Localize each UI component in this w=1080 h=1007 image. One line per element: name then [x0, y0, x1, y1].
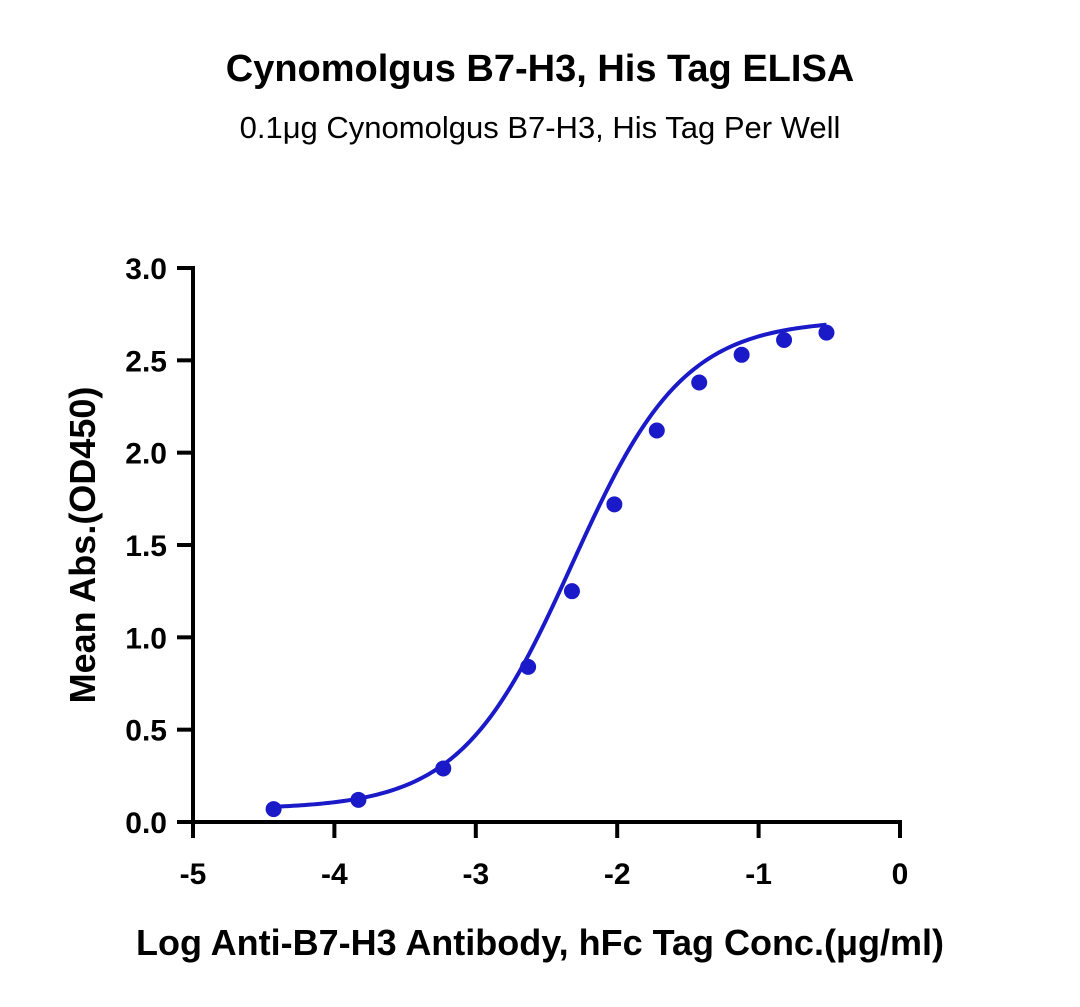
- y-axis-title: Mean Abs.(OD450): [62, 387, 103, 704]
- y-tick-label: 1.5: [125, 530, 167, 563]
- data-point: [648, 422, 665, 439]
- fit-curve: [273, 322, 827, 809]
- y-tick-label: 2.0: [125, 438, 167, 471]
- data-point: [350, 791, 367, 808]
- x-tick-label: 0: [892, 858, 909, 891]
- data-point: [265, 801, 282, 818]
- data-point: [733, 346, 750, 363]
- y-tick-label: 0.0: [125, 807, 167, 840]
- x-axis-title: Log Anti-B7-H3 Antibody, hFc Tag Conc.(μ…: [136, 922, 944, 963]
- data-point: [606, 496, 623, 513]
- y-tick-label: 2.5: [125, 345, 167, 378]
- y-tick-label: 1.0: [125, 622, 167, 655]
- data-point: [818, 324, 835, 341]
- axes: 0.0 0.5 1.0 1.5 2.0 2.5 3.0 -5 -4 -3 -2 -1 0: [125, 253, 908, 891]
- y-tick-label: 0.5: [125, 715, 167, 748]
- data-point: [520, 658, 537, 675]
- data-point: [563, 583, 580, 600]
- fit-curve-layer: [273, 322, 827, 809]
- y-tick-label: 3.0: [125, 253, 167, 286]
- x-tick-label: -2: [604, 858, 631, 891]
- chart-subtitle: 0.1μg Cynomolgus B7-H3, His Tag Per Well: [239, 110, 841, 145]
- x-tick-label: -5: [180, 858, 207, 891]
- x-tick-label: -4: [321, 858, 348, 891]
- data-point: [435, 760, 452, 777]
- data-point: [691, 374, 708, 391]
- data-points: [265, 324, 835, 818]
- x-tick-label: -3: [462, 858, 489, 891]
- data-point: [776, 332, 793, 349]
- chart-title: Cynomolgus B7-H3, His Tag ELISA: [225, 48, 855, 90]
- x-tick-label: -1: [745, 858, 772, 891]
